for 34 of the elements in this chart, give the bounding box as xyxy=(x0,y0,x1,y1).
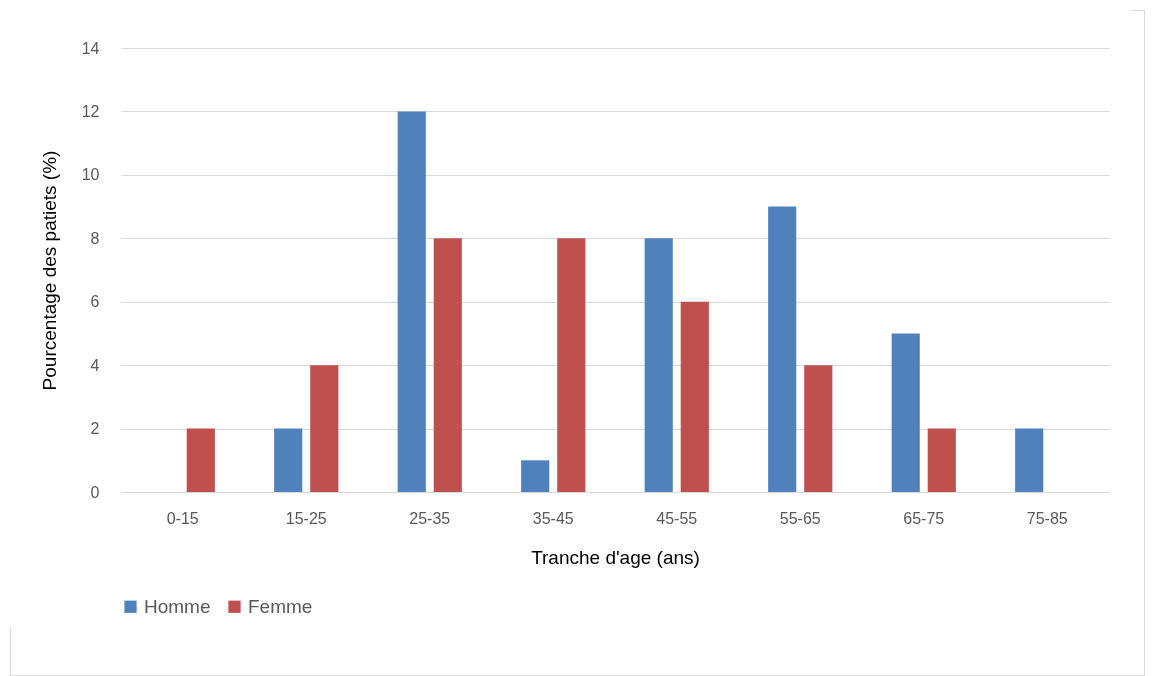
y-tick-label: 2 xyxy=(90,420,100,438)
y-tick-label: 4 xyxy=(90,356,100,374)
legend-label: Homme xyxy=(144,595,211,617)
bar xyxy=(521,460,550,492)
bar xyxy=(433,238,462,492)
bar xyxy=(768,206,797,492)
bar xyxy=(804,365,833,492)
bar xyxy=(1015,428,1044,492)
x-tick-label: 25-35 xyxy=(409,509,451,527)
bar xyxy=(310,365,339,492)
bar xyxy=(186,428,215,492)
y-axis-title: Pourcentage des patiets (%) xyxy=(38,150,60,391)
y-tick-label: 0 xyxy=(90,483,100,501)
bar xyxy=(274,428,303,492)
bar xyxy=(891,333,920,492)
x-tick-label: 65-75 xyxy=(903,509,945,527)
x-tick-label: 45-55 xyxy=(656,509,698,527)
x-tick-label: 35-45 xyxy=(532,509,574,527)
bar xyxy=(397,111,426,492)
y-tick-label: 8 xyxy=(90,229,100,247)
x-axis-title: Tranche d'age (ans) xyxy=(531,546,700,568)
legend-label: Femme xyxy=(248,595,313,617)
y-tick-label: 6 xyxy=(90,293,100,311)
x-tick-label: 15-25 xyxy=(285,509,327,527)
bar xyxy=(927,428,956,492)
x-tick-label: 55-65 xyxy=(779,509,821,527)
bar xyxy=(644,238,673,492)
y-tick-label: 10 xyxy=(81,166,100,184)
x-tick-label: 75-85 xyxy=(1026,509,1068,527)
y-tick-label: 14 xyxy=(81,39,100,57)
x-tick-label: 0-15 xyxy=(166,509,199,527)
bar xyxy=(680,301,709,492)
y-tick-label: 12 xyxy=(81,102,100,120)
bar xyxy=(557,238,586,492)
